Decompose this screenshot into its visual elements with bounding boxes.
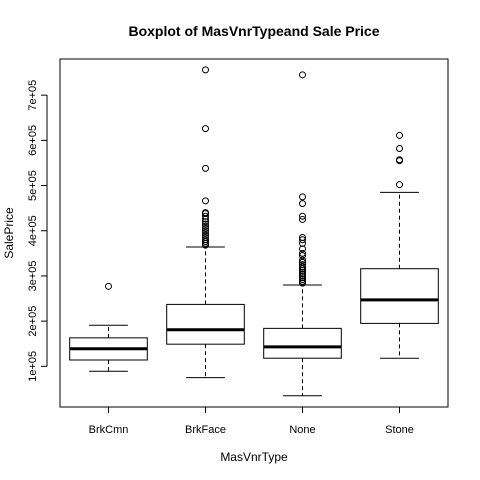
outlier-point <box>202 218 209 226</box>
iqr-box <box>263 327 342 359</box>
outlier-point <box>299 261 306 269</box>
outlier-point <box>299 270 306 278</box>
x-tick-label: BrkFace <box>185 424 226 436</box>
outlier-point <box>202 66 209 74</box>
outlier-point <box>299 277 306 285</box>
outlier-point <box>105 282 112 290</box>
y-tick-label: 4e+05 <box>27 215 39 246</box>
outlier-point <box>299 200 306 208</box>
box-brkcmn <box>69 282 148 372</box>
x-axis: BrkCmn BrkFace None Stone <box>89 406 414 436</box>
outlier-point <box>202 197 209 205</box>
box-stone <box>360 131 439 359</box>
outlier-point <box>299 268 306 276</box>
outlier-point <box>202 241 209 249</box>
box-brkface <box>166 66 245 379</box>
outlier-point <box>299 263 306 271</box>
outlier-point <box>396 181 403 189</box>
x-tick-label: BrkCmn <box>89 424 129 436</box>
outlier-point <box>299 252 306 260</box>
outlier-point <box>299 215 306 223</box>
x-axis-title: MasVnrType <box>220 450 288 464</box>
outlier-point <box>299 272 306 280</box>
outlier-point <box>299 249 306 257</box>
x-tick-label: Stone <box>385 424 414 436</box>
outlier-point <box>299 256 306 264</box>
outlier-point <box>299 71 306 79</box>
outlier-point <box>202 220 209 228</box>
outlier-point <box>299 236 306 244</box>
y-axis-title: SalePrice <box>2 207 16 259</box>
y-tick-label: 6e+05 <box>27 125 39 156</box>
outlier-point <box>396 131 403 139</box>
box-none <box>263 71 342 397</box>
outlier-point <box>202 222 209 230</box>
outlier-point <box>202 209 209 217</box>
y-tick-label: 2e+05 <box>27 306 39 337</box>
outlier-point <box>299 245 306 253</box>
x-tick-label: None <box>289 424 315 436</box>
iqr-box <box>360 268 439 324</box>
outlier-point <box>299 193 306 201</box>
outlier-point <box>202 234 209 242</box>
iqr-box <box>166 303 245 345</box>
outlier-point <box>202 164 209 172</box>
outlier-point <box>202 227 209 235</box>
outlier-point <box>299 212 306 220</box>
y-tick-label: 1e+05 <box>27 351 39 382</box>
outlier-point <box>396 156 403 164</box>
y-axis: 1e+05 2e+05 3e+05 4e+05 5e+05 6e+05 7e+05 <box>27 80 48 382</box>
outlier-point <box>299 279 306 287</box>
outlier-point <box>202 236 209 244</box>
boxes <box>69 66 439 397</box>
outlier-point <box>202 125 209 133</box>
outlier-point <box>202 229 209 237</box>
chart-title: Boxplot of MasVnrTypeand Sale Price <box>128 23 379 39</box>
y-tick-label: 3e+05 <box>27 260 39 291</box>
outlier-point <box>299 274 306 282</box>
outlier-point <box>202 212 209 220</box>
outlier-point <box>396 144 403 152</box>
y-tick-label: 7e+05 <box>27 80 39 111</box>
outlier-point <box>299 276 306 284</box>
y-tick-label: 5e+05 <box>27 170 39 201</box>
outlier-point <box>202 231 209 239</box>
outlier-point <box>299 234 306 242</box>
outlier-point <box>202 224 209 232</box>
outlier-point <box>299 258 306 266</box>
